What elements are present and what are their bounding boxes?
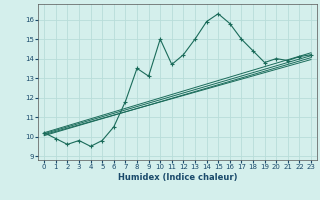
X-axis label: Humidex (Indice chaleur): Humidex (Indice chaleur) <box>118 173 237 182</box>
